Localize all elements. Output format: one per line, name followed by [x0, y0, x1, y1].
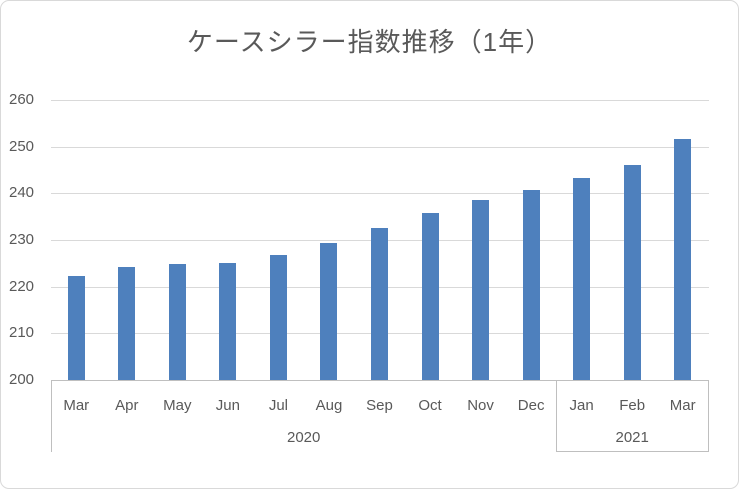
y-axis-tick-label: 230	[9, 231, 35, 248]
x-axis-month-label: Mar	[669, 397, 696, 414]
bar	[674, 139, 692, 380]
year-divider-line	[556, 380, 558, 452]
x-axis-month-label: Sep	[366, 397, 393, 414]
x-axis-year-label: 2021	[615, 429, 649, 446]
bar	[67, 275, 85, 380]
y-axis-tick-label: 210	[9, 324, 35, 342]
x-axis-year-label: 2020	[287, 429, 321, 446]
bar	[118, 267, 136, 380]
x-axis-month-label: Feb	[619, 397, 646, 414]
x-axis-month-label: Jan	[569, 397, 594, 414]
axis-box-bottom-line	[556, 451, 709, 452]
y-axis-tick-label: 220	[9, 277, 35, 295]
y-axis-tick-label: 260	[9, 91, 35, 108]
bar	[522, 189, 540, 380]
x-axis-month-label: Jun	[215, 397, 240, 414]
x-axis-month-label: Aug	[315, 397, 343, 414]
bar	[573, 178, 591, 380]
bar	[269, 255, 287, 380]
gridline	[51, 100, 709, 101]
bar	[472, 199, 490, 380]
category-axis-line	[51, 380, 709, 381]
bar	[320, 243, 338, 380]
y-axis-tick-label: 240	[9, 184, 35, 202]
bar	[168, 263, 186, 380]
gridline	[51, 146, 709, 148]
bar	[623, 164, 641, 380]
y-axis-tick-label: 250	[9, 137, 35, 155]
year-divider-line	[708, 380, 709, 452]
x-axis-month-label: Apr	[115, 397, 139, 414]
chart-title: ケースシラー指数推移（1年）	[186, 27, 553, 57]
x-axis-month-label: Jul	[268, 397, 289, 414]
x-axis-month-label: Oct	[418, 397, 442, 414]
gridline	[51, 193, 709, 195]
bar	[219, 262, 237, 380]
x-axis-month-label: Nov	[467, 397, 494, 414]
x-axis-month-label: Mar	[63, 397, 90, 414]
axis-box-left-line	[51, 380, 52, 452]
bar	[371, 227, 388, 380]
y-axis-tick-label: 200	[9, 371, 35, 388]
x-axis-month-label: Dec	[517, 397, 545, 414]
bar	[421, 212, 439, 380]
x-axis-month-label: May	[163, 397, 192, 414]
